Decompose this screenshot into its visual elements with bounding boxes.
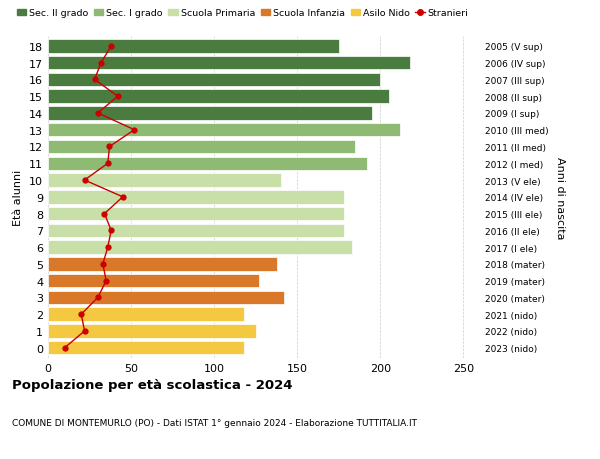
Bar (48, 107, 372, 120)
Bar (48, 190, 344, 204)
Bar (48, 341, 244, 355)
Bar (48, 325, 256, 338)
Bar (48, 124, 400, 137)
Bar (48, 140, 355, 154)
Bar (48, 224, 344, 237)
Y-axis label: Anni di nascita: Anni di nascita (555, 156, 565, 239)
Bar (48, 257, 277, 271)
Y-axis label: Età alunni: Età alunni (13, 169, 23, 225)
Bar (48, 90, 389, 104)
Bar (48, 157, 367, 171)
Bar (48, 207, 344, 221)
Bar (48, 73, 380, 87)
Bar (48, 57, 410, 70)
Text: Popolazione per età scolastica - 2024: Popolazione per età scolastica - 2024 (12, 379, 293, 392)
Bar (48, 291, 284, 304)
Bar (48, 174, 281, 187)
Bar (48, 241, 352, 254)
Text: COMUNE DI MONTEMURLO (PO) - Dati ISTAT 1° gennaio 2024 - Elaborazione TUTTITALIA: COMUNE DI MONTEMURLO (PO) - Dati ISTAT 1… (12, 418, 417, 427)
Bar (48, 308, 244, 321)
Bar (48, 274, 259, 288)
Bar (48, 40, 339, 53)
Legend: Sec. II grado, Sec. I grado, Scuola Primaria, Scuola Infanzia, Asilo Nido, Stran: Sec. II grado, Sec. I grado, Scuola Prim… (17, 9, 469, 18)
